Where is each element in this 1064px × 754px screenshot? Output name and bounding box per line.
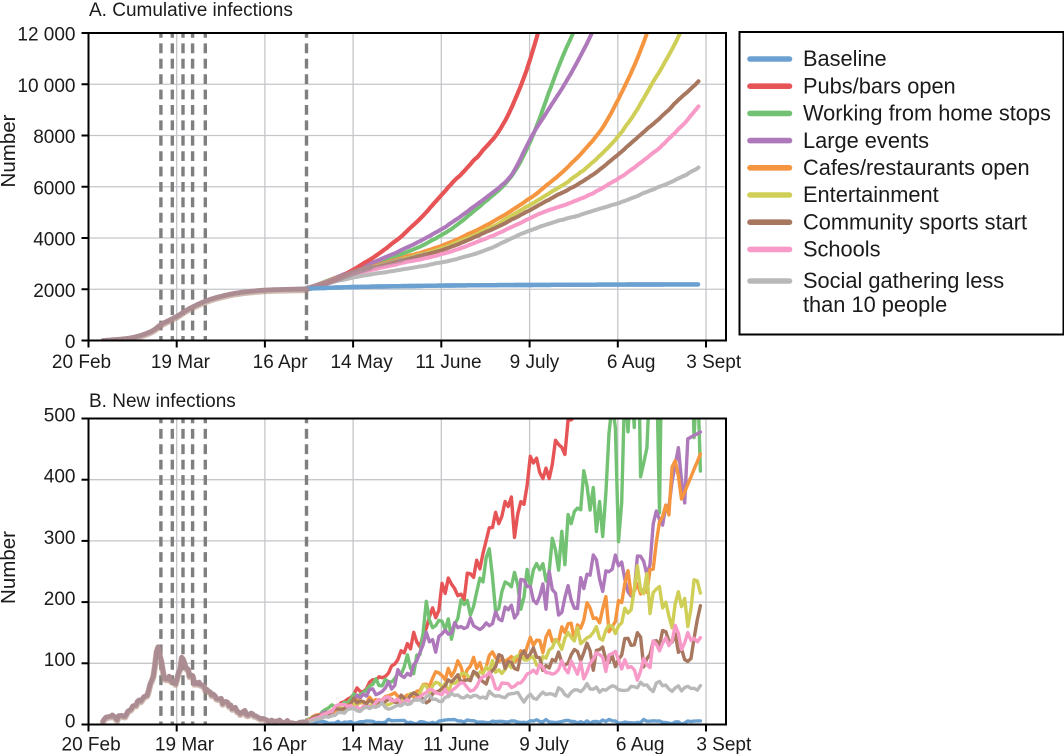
- svg-text:Schools: Schools: [803, 237, 881, 262]
- svg-text:Working from home stops: Working from home stops: [803, 101, 1051, 126]
- svg-text:10 000: 10 000: [17, 76, 75, 97]
- svg-text:6 Aug: 6 Aug: [616, 735, 665, 754]
- svg-text:8000: 8000: [33, 127, 75, 148]
- svg-text:Baseline: Baseline: [803, 46, 887, 71]
- svg-text:3 Sept: 3 Sept: [686, 352, 742, 373]
- svg-text:19 Mar: 19 Mar: [155, 735, 215, 754]
- svg-text:20 Feb: 20 Feb: [52, 352, 111, 373]
- svg-text:0: 0: [65, 711, 76, 732]
- svg-text:than 10 people: than 10 people: [803, 292, 947, 317]
- svg-text:B. New infections: B. New infections: [89, 391, 236, 412]
- svg-text:2000: 2000: [33, 281, 75, 302]
- svg-text:A. Cumulative infections: A. Cumulative infections: [89, 0, 293, 21]
- svg-text:4000: 4000: [33, 230, 75, 251]
- svg-text:6 Aug: 6 Aug: [607, 352, 656, 373]
- svg-text:9 July: 9 July: [510, 352, 560, 373]
- svg-text:12 000: 12 000: [17, 25, 75, 46]
- svg-text:Large events: Large events: [803, 128, 929, 153]
- svg-text:Community sports start: Community sports start: [803, 209, 1027, 234]
- svg-text:16 Apr: 16 Apr: [252, 735, 308, 754]
- svg-text:500: 500: [44, 405, 76, 426]
- svg-text:Entertainment: Entertainment: [803, 182, 939, 207]
- svg-text:20 Feb: 20 Feb: [62, 735, 121, 754]
- svg-text:14 May: 14 May: [330, 352, 393, 373]
- svg-text:11 June: 11 June: [415, 352, 481, 373]
- svg-text:0: 0: [65, 332, 76, 353]
- svg-text:400: 400: [44, 467, 76, 488]
- svg-text:Pubs/bars open: Pubs/bars open: [803, 73, 956, 98]
- svg-text:9 July: 9 July: [519, 735, 569, 754]
- svg-text:100: 100: [44, 650, 76, 671]
- svg-text:Social gathering less: Social gathering less: [803, 268, 1004, 293]
- svg-text:14 May: 14 May: [341, 735, 404, 754]
- svg-text:11 June: 11 June: [423, 735, 489, 754]
- svg-text:19 Mar: 19 Mar: [151, 352, 211, 373]
- svg-text:16 Apr: 16 Apr: [253, 352, 309, 373]
- svg-text:3 Sept: 3 Sept: [696, 735, 752, 754]
- svg-text:6000: 6000: [33, 178, 75, 199]
- svg-text:200: 200: [44, 589, 76, 610]
- svg-text:300: 300: [44, 528, 76, 549]
- svg-text:Number: Number: [0, 114, 20, 187]
- svg-text:Number: Number: [0, 531, 20, 604]
- svg-text:Cafes/restaurants open: Cafes/restaurants open: [803, 155, 1030, 180]
